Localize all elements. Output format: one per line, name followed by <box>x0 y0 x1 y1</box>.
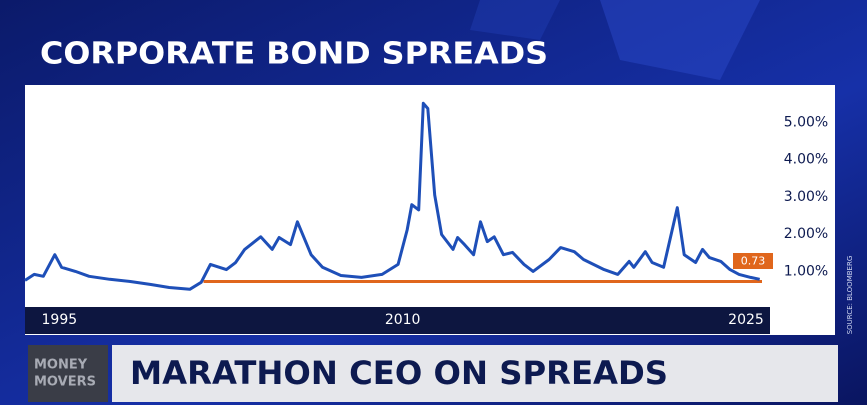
series-line <box>24 101 761 291</box>
plot: 1.00% 2.00% 3.00% 4.00% 5.00% 1995 2010 2025 0.7… <box>24 101 828 328</box>
y-tick-label: 2.00% <box>784 226 828 242</box>
x-tick-label: 1995 <box>42 312 78 328</box>
x-axis-strip <box>25 307 770 334</box>
x-tick-label: 2010 <box>385 312 421 328</box>
y-tick-label: 3.00% <box>784 189 828 205</box>
source-note: SOURCE: BLOOMBERG <box>846 256 854 335</box>
decor-cube <box>600 0 760 80</box>
reference-label-box <box>733 253 773 269</box>
y-tick-label: 5.00% <box>784 114 828 130</box>
chart-title: CORPORATE BOND SPREADS <box>40 37 548 72</box>
show-name: MONEY <box>34 358 88 373</box>
show-name: MOVERS <box>34 375 96 390</box>
y-tick-label: 4.00% <box>784 152 828 168</box>
reference-label: 0.73 <box>741 255 766 268</box>
headline-bar <box>112 345 838 402</box>
decor-cube <box>470 0 560 40</box>
y-tick-label: 1.00% <box>784 263 828 279</box>
x-tick-label: 2025 <box>728 312 764 328</box>
headline: MARATHON CEO ON SPREADS <box>130 354 668 392</box>
show-box <box>28 345 108 402</box>
